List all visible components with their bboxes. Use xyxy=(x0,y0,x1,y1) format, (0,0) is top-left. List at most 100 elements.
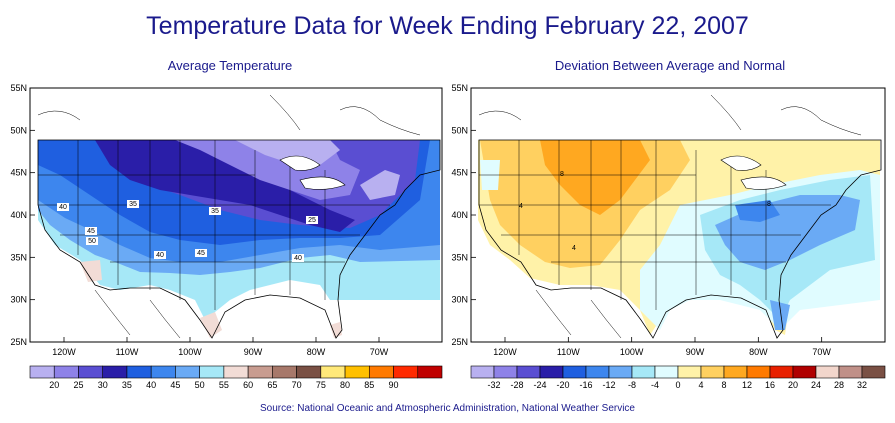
right-legend-swatch xyxy=(608,365,633,379)
left-lat-tick-label: 45N xyxy=(10,168,27,178)
left-lon-tick-label: 100W xyxy=(178,347,202,357)
right-legend-swatch xyxy=(562,365,587,379)
left-lon-tick-label: 120W xyxy=(52,347,76,357)
right-lat-tick-label: 55N xyxy=(451,83,468,93)
right-lat-tick-label: 40N xyxy=(451,210,468,220)
left-contour-label: 45 xyxy=(197,250,205,257)
left-legend-swatch xyxy=(175,365,200,379)
source-note: Source: National Oceanic and Atmospheric… xyxy=(259,403,635,414)
right-deviation-fill xyxy=(478,140,880,335)
left-lat-tick-label: 50N xyxy=(10,125,27,135)
right-contour-label: 4 xyxy=(572,245,576,252)
right-legend-label: -28 xyxy=(510,380,523,390)
right-legend-swatch xyxy=(539,365,564,379)
left-legend-swatch xyxy=(368,365,394,379)
left-map-subtitle: Average Temperature xyxy=(167,58,293,73)
right-legend-label: 32 xyxy=(857,380,867,390)
left-legend-swatch xyxy=(53,365,79,379)
right-legend-label: -32 xyxy=(487,380,500,390)
right-legend-swatch xyxy=(723,365,748,379)
right-lon-tick-label: 90W xyxy=(686,347,705,357)
left-legend-label: 80 xyxy=(340,380,350,390)
left-temperature-fill xyxy=(38,140,440,338)
right-legend-swatch xyxy=(470,365,495,379)
left-map: 40 35 35 25 45 50 40 45 40 55N 50N 45N 40N 35N 30N 25N… xyxy=(10,83,443,357)
left-legend-label: 60 xyxy=(243,380,253,390)
right-lon-tick-label: 80W xyxy=(749,347,768,357)
right-lat-tick-label: 25N xyxy=(451,337,468,347)
left-contour-label: 25 xyxy=(308,217,316,224)
left-contour-label: 50 xyxy=(88,238,96,245)
page-title: Temperature Data for Week Ending Februar… xyxy=(146,12,749,40)
left-lat-tick-label: 25N xyxy=(10,337,27,347)
right-legend-label: -24 xyxy=(533,380,546,390)
right-legend-swatch xyxy=(700,365,725,379)
right-legend-label: 28 xyxy=(834,380,844,390)
right-lat-tick-label: 45N xyxy=(451,168,468,178)
left-legend-swatch xyxy=(126,365,152,379)
left-legend-label: 30 xyxy=(98,380,108,390)
left-legend-swatch xyxy=(320,365,346,379)
left-legend-swatch xyxy=(247,365,273,379)
left-legend-label: 85 xyxy=(364,380,374,390)
right-legend-label: 12 xyxy=(742,380,752,390)
right-legend-label: -4 xyxy=(651,380,659,390)
left-contour-label: 35 xyxy=(211,208,219,215)
left-lat-tick-label: 35N xyxy=(10,252,27,262)
left-legend-label: 50 xyxy=(195,380,205,390)
left-legend-swatch xyxy=(296,365,322,379)
right-legend-label: -16 xyxy=(579,380,592,390)
left-lat-tick-label: 40N xyxy=(10,210,27,220)
right-legend-swatch xyxy=(861,365,886,379)
right-lat-tick-label: 50N xyxy=(451,125,468,135)
left-color-legend: 20 25 30 35 40 45 50 55 60 65 70 75 80 85 90 xyxy=(29,365,443,390)
left-legend-label: 35 xyxy=(122,380,132,390)
right-legend-label: 4 xyxy=(698,380,703,390)
left-legend-swatch xyxy=(29,365,55,379)
right-legend-label: 16 xyxy=(765,380,775,390)
left-lon-tick-label: 70W xyxy=(370,347,389,357)
left-legend-swatch xyxy=(102,365,128,379)
right-legend-swatch xyxy=(838,365,863,379)
left-contour-label: 40 xyxy=(294,255,302,262)
right-contour-label: 4 xyxy=(519,203,523,210)
left-legend-swatch xyxy=(393,365,419,379)
left-lon-tick-label: 90W xyxy=(244,347,263,357)
left-lon-tick-label: 110W xyxy=(116,347,139,357)
left-lat-tick-label: 30N xyxy=(10,295,27,305)
right-legend-swatch xyxy=(654,365,679,379)
right-lon-tick-label: 110W xyxy=(557,347,580,357)
left-lon-tick-label: 80W xyxy=(307,347,326,357)
right-legend-swatch xyxy=(769,365,794,379)
right-map: 8 4 4 8 55N 50N 45N 40N 35N 30N 25N 120W 110W 100W 90… xyxy=(451,83,886,357)
right-lon-tick-label: 70W xyxy=(812,347,831,357)
left-legend-label: 40 xyxy=(146,380,156,390)
left-contour-label: 35 xyxy=(129,201,137,208)
right-lon-tick-label: 120W xyxy=(493,347,517,357)
left-contour-label: 45 xyxy=(87,228,95,235)
right-legend-swatch xyxy=(677,365,702,379)
right-contour-label: 8 xyxy=(767,201,771,208)
right-legend-swatch xyxy=(792,365,817,379)
left-legend-label: 45 xyxy=(170,380,180,390)
right-color-legend: -32 -28 -24 -20 -16 -12 -8 -4 0 4 8 12 16 20 24 28 32 xyxy=(470,365,886,390)
left-legend-swatch xyxy=(344,365,370,379)
left-legend-swatch xyxy=(78,365,104,379)
right-legend-label: -8 xyxy=(628,380,636,390)
right-lat-tick-label: 35N xyxy=(451,252,468,262)
right-legend-label: 8 xyxy=(721,380,726,390)
right-contour-label: 8 xyxy=(560,171,564,178)
right-lat-tick-label: 30N xyxy=(451,295,468,305)
left-legend-label: 90 xyxy=(389,380,399,390)
left-legend-swatch xyxy=(223,365,249,379)
left-legend-swatch xyxy=(417,365,443,379)
right-legend-label: 0 xyxy=(675,380,680,390)
left-legend-label: 70 xyxy=(292,380,302,390)
right-legend-swatch xyxy=(585,365,610,379)
left-lat-tick-label: 55N xyxy=(10,83,27,93)
right-legend-label: 20 xyxy=(788,380,798,390)
left-contour-label: 40 xyxy=(59,204,67,211)
left-legend-swatch xyxy=(199,365,225,379)
left-legend-label: 75 xyxy=(316,380,326,390)
